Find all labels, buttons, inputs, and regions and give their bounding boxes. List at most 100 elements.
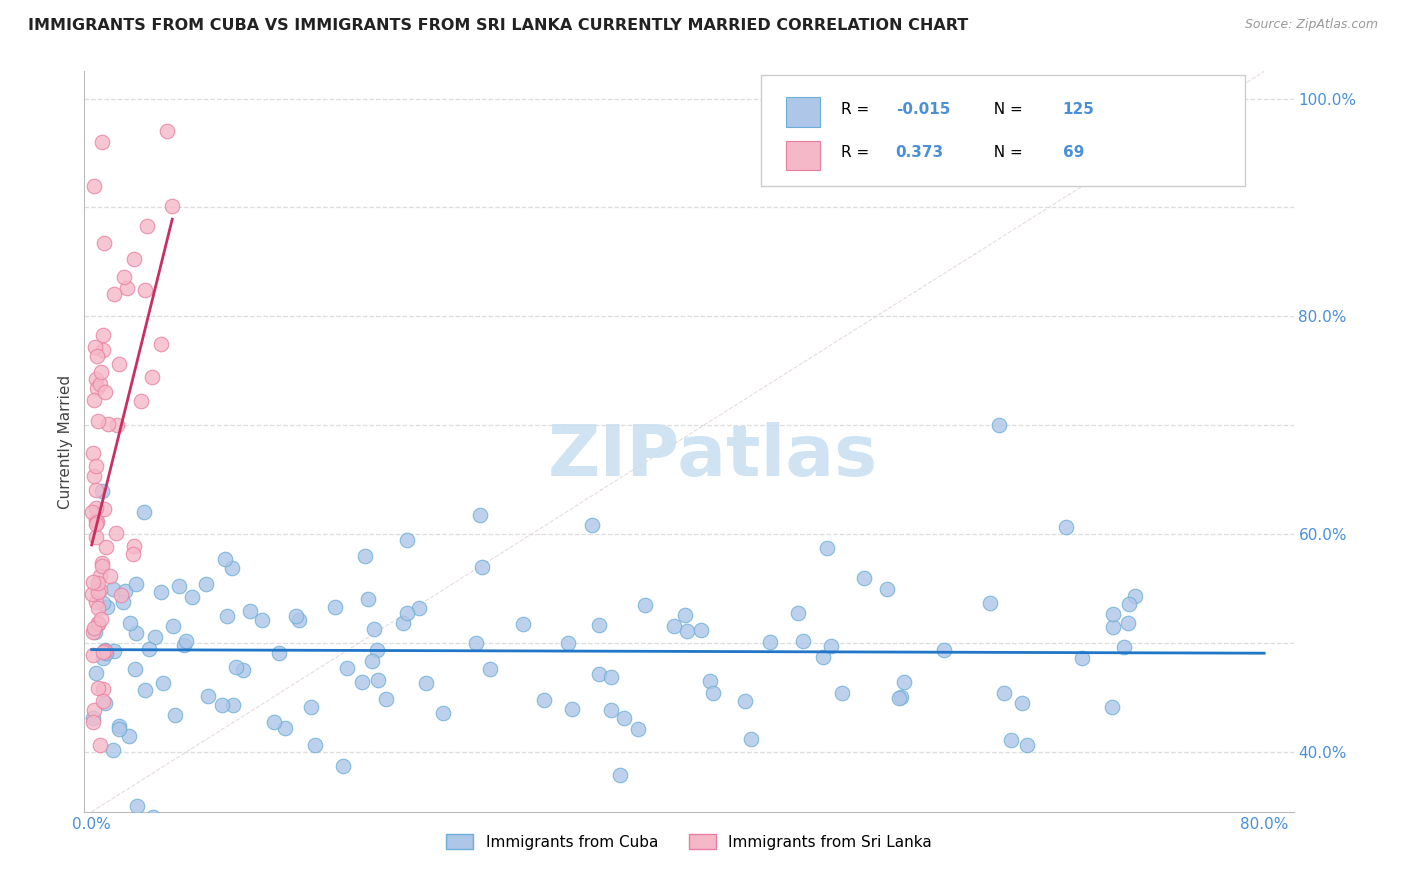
Point bbox=[465, 636, 488, 650]
Point bbox=[285, 608, 308, 623]
Point bbox=[84, 339, 107, 353]
Point bbox=[150, 585, 173, 599]
Point bbox=[197, 690, 219, 704]
Point bbox=[91, 556, 114, 570]
Point bbox=[101, 743, 124, 757]
Point bbox=[634, 598, 657, 612]
Point bbox=[239, 604, 262, 618]
Point bbox=[468, 508, 491, 523]
Point bbox=[82, 711, 104, 725]
Point bbox=[1071, 651, 1094, 665]
Point bbox=[1101, 699, 1123, 714]
Text: N =: N = bbox=[984, 145, 1028, 161]
Point bbox=[83, 621, 105, 635]
Point bbox=[1123, 589, 1146, 603]
Point bbox=[89, 738, 111, 752]
Point bbox=[478, 662, 501, 676]
Point bbox=[356, 591, 378, 606]
Point bbox=[152, 676, 174, 690]
Point bbox=[367, 673, 389, 688]
Point bbox=[98, 568, 121, 582]
Point bbox=[1054, 520, 1077, 534]
Point bbox=[792, 634, 814, 648]
Text: N =: N = bbox=[984, 102, 1028, 117]
Point bbox=[366, 643, 388, 657]
Point bbox=[110, 588, 132, 602]
Point bbox=[94, 696, 117, 710]
Point bbox=[89, 569, 111, 583]
Point bbox=[112, 595, 135, 609]
Point bbox=[89, 582, 111, 597]
Point bbox=[162, 618, 184, 632]
Point bbox=[561, 702, 583, 716]
Point bbox=[432, 706, 454, 720]
Point bbox=[142, 810, 165, 824]
Point bbox=[263, 715, 285, 730]
Point bbox=[557, 635, 579, 649]
Point bbox=[191, 832, 214, 847]
Point bbox=[395, 606, 418, 620]
Point bbox=[91, 135, 114, 149]
Point bbox=[84, 513, 107, 527]
Point bbox=[84, 595, 107, 609]
Point bbox=[84, 458, 107, 473]
Point bbox=[588, 618, 610, 632]
Point bbox=[408, 601, 430, 615]
Point bbox=[125, 799, 148, 814]
Point bbox=[134, 682, 156, 697]
Point bbox=[96, 599, 118, 614]
Point bbox=[90, 365, 112, 379]
Point bbox=[588, 666, 610, 681]
Point bbox=[103, 644, 125, 658]
Point bbox=[94, 540, 117, 554]
Point bbox=[820, 639, 842, 653]
Point bbox=[889, 690, 911, 705]
Point bbox=[988, 418, 1011, 433]
Point bbox=[83, 393, 105, 408]
Point bbox=[876, 582, 898, 596]
Point bbox=[82, 574, 104, 589]
Point bbox=[853, 571, 876, 585]
Point bbox=[84, 483, 107, 497]
Point bbox=[815, 541, 838, 555]
Point bbox=[91, 694, 114, 708]
Point bbox=[129, 394, 152, 409]
Point bbox=[299, 700, 322, 714]
Point bbox=[211, 698, 233, 712]
Text: IMMIGRANTS FROM CUBA VS IMMIGRANTS FROM SRI LANKA CURRENTLY MARRIED CORRELATION : IMMIGRANTS FROM CUBA VS IMMIGRANTS FROM … bbox=[28, 18, 969, 33]
Point bbox=[114, 583, 136, 598]
Text: 69: 69 bbox=[1063, 145, 1084, 161]
Point bbox=[94, 385, 117, 400]
Point bbox=[156, 124, 179, 138]
Point bbox=[162, 199, 184, 213]
Point bbox=[471, 559, 494, 574]
Point bbox=[176, 633, 198, 648]
Point bbox=[893, 675, 915, 690]
Bar bbox=[786, 97, 820, 127]
Point bbox=[101, 582, 124, 596]
Point bbox=[87, 576, 110, 591]
Point bbox=[132, 505, 155, 519]
Point bbox=[163, 708, 186, 723]
Point bbox=[115, 280, 138, 294]
Point bbox=[173, 638, 195, 652]
Point bbox=[689, 623, 711, 637]
Point bbox=[112, 269, 135, 284]
Point bbox=[533, 693, 555, 707]
Point bbox=[392, 616, 415, 631]
Point bbox=[125, 577, 148, 591]
Point bbox=[1102, 620, 1125, 634]
Point bbox=[699, 673, 721, 688]
Point bbox=[82, 587, 104, 601]
Point bbox=[96, 646, 118, 660]
Point bbox=[627, 723, 650, 737]
Point bbox=[124, 626, 146, 640]
Point bbox=[1015, 738, 1038, 752]
Point bbox=[97, 417, 120, 431]
Point bbox=[108, 719, 131, 733]
Point bbox=[609, 768, 631, 782]
Point bbox=[232, 663, 254, 677]
Point bbox=[136, 219, 159, 234]
Point bbox=[221, 560, 243, 574]
Point bbox=[512, 616, 534, 631]
